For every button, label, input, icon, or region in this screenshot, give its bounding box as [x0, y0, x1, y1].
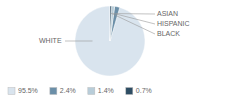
legend-label: 2.4%	[60, 87, 76, 94]
legend-label: 0.7%	[136, 87, 152, 94]
legend-item: 0.7%	[126, 87, 152, 95]
legend-swatch	[88, 88, 95, 95]
legend-swatch	[8, 88, 15, 95]
legend: 95.5% 2.4% 1.4% 0.7%	[8, 87, 152, 95]
pie-slice	[110, 6, 115, 41]
legend-label: 1.4%	[98, 87, 114, 94]
annotation: WHITE	[39, 37, 62, 44]
legend-item: 1.4%	[88, 87, 114, 95]
legend-item: 95.5%	[8, 87, 38, 95]
annotation: ASIAN	[157, 10, 178, 17]
pie-slice	[110, 6, 112, 41]
chart-svg: WHITE ASIAN HISPANIC BLACK 95.5% 2.4% 1.4% 0.7%	[0, 0, 240, 100]
chart-container: WHITE ASIAN HISPANIC BLACK 95.5% 2.4% 1.4% 0.7%	[0, 0, 240, 100]
leader-line	[116, 13, 155, 14]
legend-swatch	[126, 88, 133, 95]
leader-line	[65, 41, 93, 42]
pie-slice	[110, 6, 120, 41]
leader-line	[111, 13, 155, 34]
leader-line	[112, 13, 155, 24]
annotations: WHITE ASIAN HISPANIC BLACK	[39, 10, 190, 44]
legend-swatch	[50, 88, 57, 95]
annotation: BLACK	[157, 30, 180, 37]
legend-label: 95.5%	[18, 87, 38, 94]
legend-item: 2.4%	[50, 87, 76, 95]
annotation: HISPANIC	[157, 20, 190, 27]
